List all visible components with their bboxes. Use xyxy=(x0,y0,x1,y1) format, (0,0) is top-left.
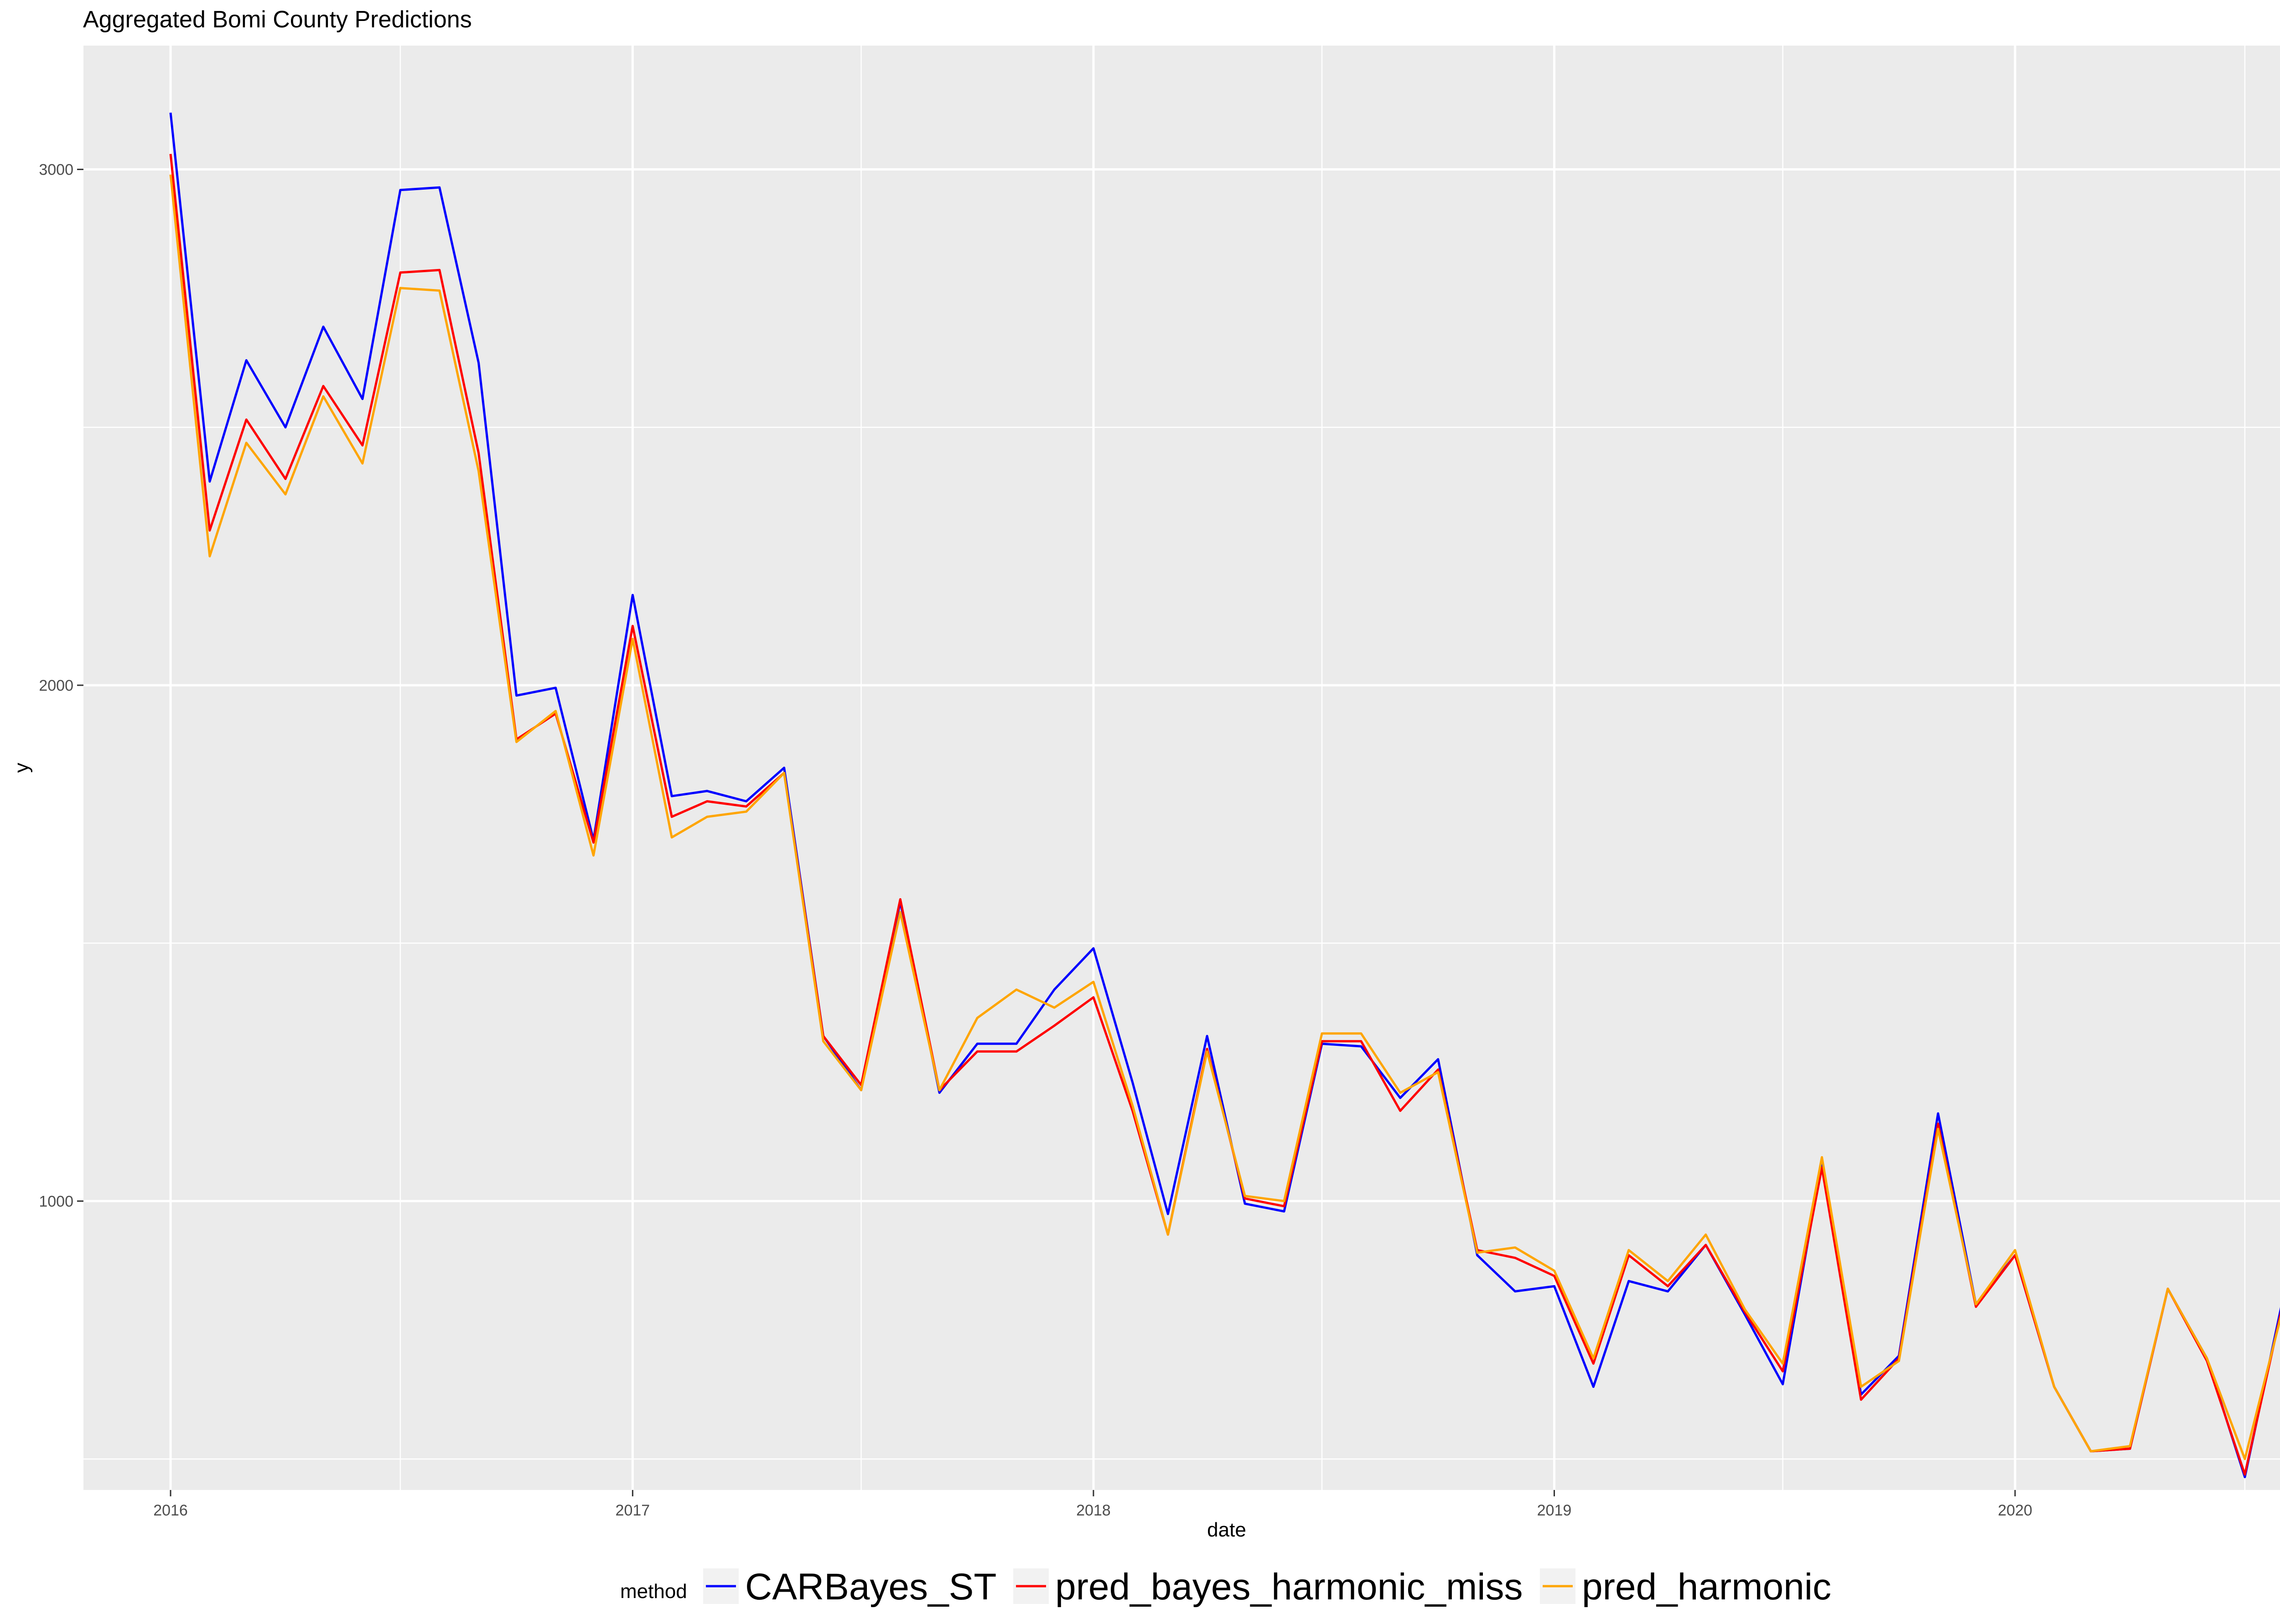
y-tick-label: 2000 xyxy=(39,677,73,694)
grid-layer xyxy=(83,46,2280,1490)
x-tick-label: 2019 xyxy=(1537,1502,1572,1519)
legend-label-0: CARBayes_ST xyxy=(745,1566,996,1608)
legend-items: CARBayes_ST pred_bayes_harmonic_miss pred_… xyxy=(703,1566,1831,1608)
legend-title: method xyxy=(620,1580,687,1603)
legend: method CARBayes_ST pred_bayes_harmonic_mi… xyxy=(620,1566,1831,1608)
x-axis-title: date xyxy=(1207,1519,1246,1541)
x-tick-label: 2017 xyxy=(616,1502,650,1519)
chart-title: Aggregated Bomi County Predictions xyxy=(83,6,472,33)
legend-label-1: pred_bayes_harmonic_miss xyxy=(1055,1566,1523,1608)
plot-panel xyxy=(83,46,2280,1490)
y-tick-label: 1000 xyxy=(39,1193,73,1210)
y-tick-label: 3000 xyxy=(39,161,73,179)
series-layer xyxy=(169,112,2280,1479)
x-tick-label: 2020 xyxy=(1998,1502,2032,1519)
series-line-2 xyxy=(169,174,2280,1460)
x-tick-label: 2018 xyxy=(1076,1502,1111,1519)
legend-label-2: pred_harmonic xyxy=(1582,1566,1831,1608)
y-axis-title: y xyxy=(10,763,33,773)
x-tick-label: 2016 xyxy=(153,1502,188,1519)
axis-layer: 2016 2017 2018 2019 2020 1000 2000 3000 xyxy=(39,161,2032,1519)
